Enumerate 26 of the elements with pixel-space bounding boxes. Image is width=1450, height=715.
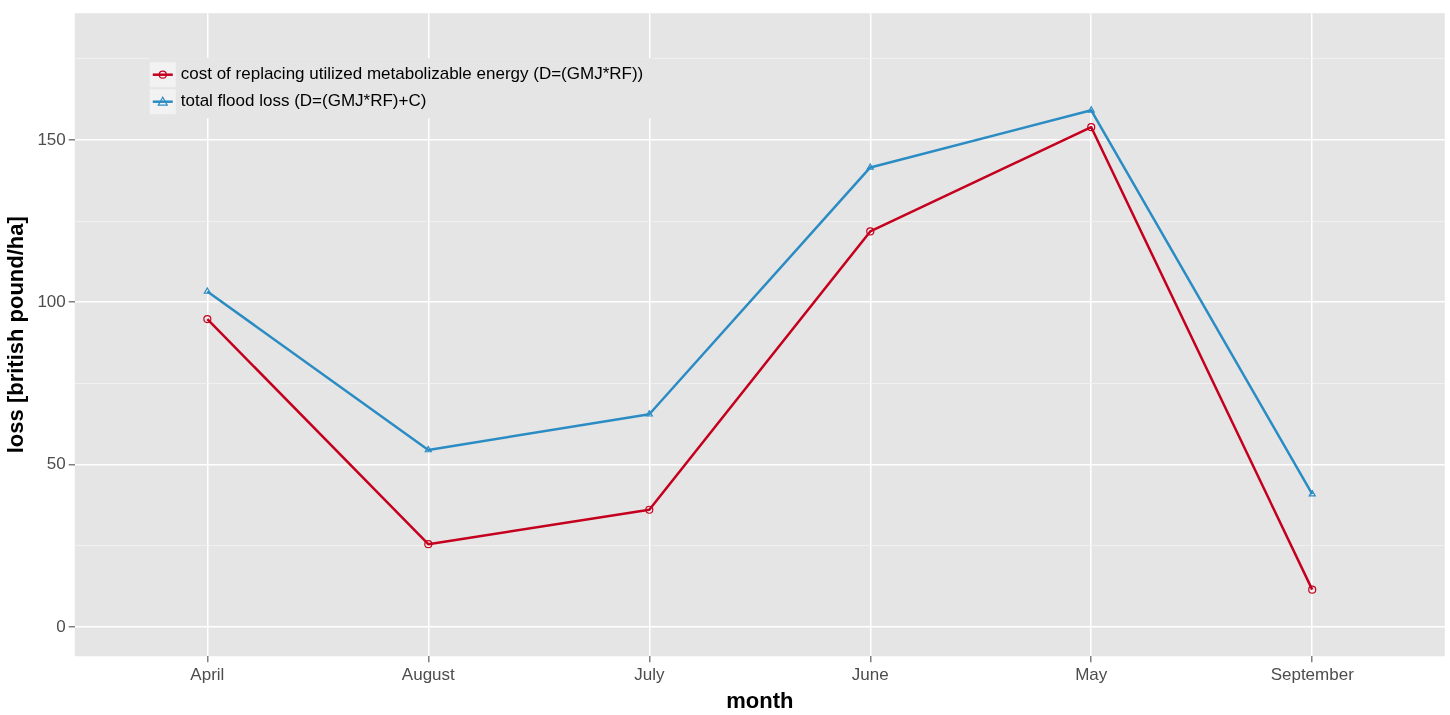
point (1308, 585, 1317, 594)
x-tick-label: June (851, 665, 889, 685)
point (1308, 490, 1316, 497)
point (645, 505, 654, 514)
x-tick-label: August (401, 665, 456, 685)
point (203, 287, 211, 294)
legend-label: cost of replacing utilized metabolizable energy (D=(GMJ*RF)) (180, 64, 644, 84)
point (645, 410, 653, 417)
x-axis-title: month (726, 687, 794, 713)
point (866, 227, 875, 236)
legend-label: total flood loss (D=(GMJ*RF)+C) (180, 91, 427, 111)
x-tick-label: May (1075, 665, 1108, 685)
x-tick-label: September (1270, 665, 1355, 685)
point (203, 315, 212, 324)
point (1087, 123, 1096, 132)
point (424, 445, 432, 453)
y-axis-title: loss [british pound/ha] (3, 216, 29, 454)
y-tick-label: 50 (46, 454, 66, 474)
x-tick-label: April (190, 665, 225, 685)
y-tick-label: 150 (37, 129, 66, 149)
y-tick-label: 0 (56, 616, 66, 636)
point (1087, 106, 1095, 113)
point (866, 163, 874, 170)
y-tick-label: 100 (37, 291, 66, 311)
point (424, 540, 433, 549)
x-tick-label: July (634, 665, 665, 685)
